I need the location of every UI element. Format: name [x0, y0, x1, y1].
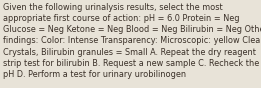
Text: Given the following urinalysis results, select the most
appropriate first course: Given the following urinalysis results, …	[3, 3, 261, 79]
